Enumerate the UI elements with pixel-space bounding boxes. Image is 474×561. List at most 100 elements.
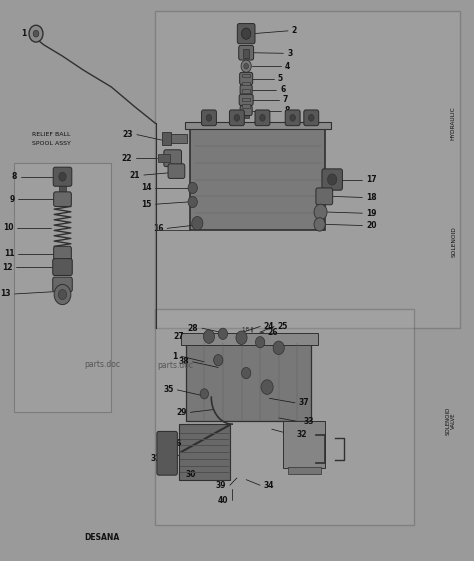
FancyBboxPatch shape	[322, 169, 342, 190]
FancyBboxPatch shape	[316, 188, 333, 205]
FancyBboxPatch shape	[285, 110, 300, 126]
FancyBboxPatch shape	[255, 110, 270, 126]
FancyBboxPatch shape	[53, 167, 72, 186]
Bar	[242, 104, 250, 108]
Circle shape	[309, 114, 314, 121]
Text: 3: 3	[287, 49, 292, 58]
Text: 1: 1	[21, 29, 27, 38]
Circle shape	[29, 25, 43, 42]
Circle shape	[188, 196, 197, 208]
Text: parts.doc: parts.doc	[157, 361, 193, 370]
FancyBboxPatch shape	[201, 110, 217, 126]
Text: 35: 35	[163, 385, 173, 394]
Text: SPOOL ASSY: SPOOL ASSY	[32, 141, 71, 145]
Text: SOLENOID
VALVE: SOLENOID VALVE	[446, 407, 456, 435]
FancyBboxPatch shape	[240, 85, 252, 95]
Circle shape	[206, 114, 212, 121]
Text: 29: 29	[176, 408, 187, 417]
Circle shape	[255, 337, 265, 348]
FancyBboxPatch shape	[157, 431, 177, 475]
Circle shape	[33, 30, 39, 37]
Bar	[186, 342, 311, 421]
Bar	[181, 333, 318, 345]
FancyBboxPatch shape	[304, 110, 319, 126]
Bar	[163, 132, 171, 145]
Text: 13: 13	[0, 289, 11, 298]
Text: 15: 15	[141, 200, 152, 209]
Bar	[242, 98, 250, 101]
Text: 27: 27	[173, 332, 184, 341]
Circle shape	[58, 289, 67, 300]
Circle shape	[218, 328, 228, 339]
Text: SOLENOID: SOLENOID	[452, 226, 457, 256]
Bar	[243, 49, 249, 58]
Text: 30: 30	[185, 470, 196, 479]
Circle shape	[203, 330, 215, 343]
Text: 37: 37	[299, 398, 310, 407]
Text: 23: 23	[123, 130, 133, 139]
Text: 18: 18	[366, 193, 377, 202]
Text: 36: 36	[172, 439, 182, 448]
Circle shape	[314, 204, 327, 220]
FancyBboxPatch shape	[237, 24, 255, 44]
Text: 8: 8	[11, 172, 17, 181]
Circle shape	[59, 172, 66, 181]
FancyBboxPatch shape	[229, 110, 244, 126]
Text: 14: 14	[141, 183, 152, 192]
Bar	[185, 122, 331, 129]
Text: 32: 32	[296, 430, 307, 439]
Circle shape	[214, 355, 223, 366]
Text: 11: 11	[4, 249, 15, 258]
Text: 20: 20	[366, 221, 377, 230]
Text: parts.doc: parts.doc	[84, 360, 120, 369]
Text: 33: 33	[303, 417, 314, 426]
Circle shape	[200, 389, 209, 399]
Text: 5: 5	[278, 74, 283, 83]
Circle shape	[192, 217, 203, 230]
Text: 40: 40	[218, 496, 228, 505]
Text: 25: 25	[278, 322, 288, 331]
Bar	[243, 81, 249, 118]
Text: 26: 26	[267, 328, 278, 337]
FancyBboxPatch shape	[240, 72, 253, 85]
Text: 10: 10	[3, 223, 14, 232]
Text: 8: 8	[285, 106, 290, 115]
Bar	[155, 11, 460, 328]
Text: 16: 16	[153, 224, 164, 233]
Text: 12: 12	[2, 263, 13, 272]
Circle shape	[261, 380, 273, 394]
FancyBboxPatch shape	[240, 105, 252, 116]
Circle shape	[273, 341, 284, 355]
Text: 9: 9	[9, 195, 15, 204]
Text: DESANA: DESANA	[84, 533, 119, 542]
Text: 19: 19	[366, 209, 377, 218]
Bar	[283, 421, 325, 468]
Text: 39: 39	[216, 481, 226, 490]
Bar	[59, 266, 66, 275]
Text: 17: 17	[366, 175, 377, 184]
Circle shape	[314, 218, 325, 231]
Circle shape	[188, 182, 197, 194]
Bar	[59, 180, 66, 192]
Bar	[169, 134, 187, 143]
Text: RELIEF BALL: RELIEF BALL	[32, 132, 71, 137]
FancyBboxPatch shape	[54, 192, 71, 206]
Circle shape	[328, 174, 337, 185]
FancyBboxPatch shape	[239, 45, 254, 60]
Text: 31: 31	[151, 454, 161, 463]
Circle shape	[242, 367, 251, 379]
Bar	[242, 89, 250, 93]
Text: 2: 2	[292, 26, 297, 35]
FancyBboxPatch shape	[54, 246, 71, 261]
Text: 6: 6	[280, 85, 285, 94]
Text: 18 ‖: 18 ‖	[242, 327, 254, 332]
FancyBboxPatch shape	[53, 277, 72, 292]
Text: 22: 22	[121, 154, 132, 163]
Text: HYDRAULIC: HYDRAULIC	[451, 107, 456, 140]
Bar	[242, 74, 250, 77]
FancyBboxPatch shape	[164, 150, 182, 167]
Circle shape	[54, 284, 71, 305]
Circle shape	[260, 114, 265, 121]
Text: 38: 38	[178, 357, 189, 366]
Text: 34: 34	[264, 481, 274, 490]
